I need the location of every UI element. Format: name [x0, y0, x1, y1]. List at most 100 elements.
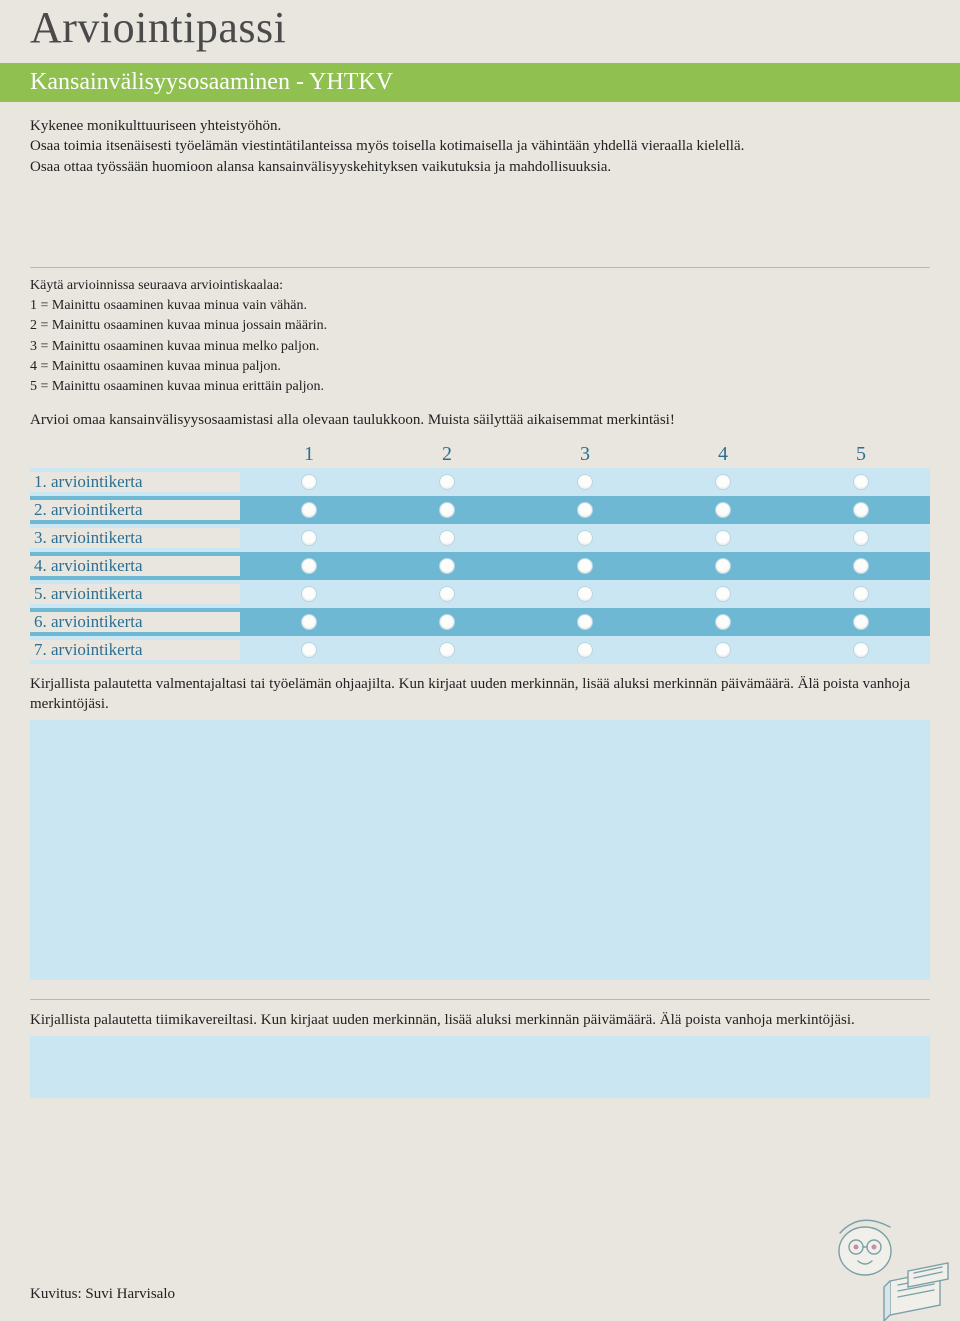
table-row: 6. arviointikerta: [30, 608, 930, 636]
rating-header-cell: 3: [516, 443, 654, 466]
table-row: 1. arviointikerta: [30, 468, 930, 496]
rating-radio[interactable]: [577, 558, 593, 574]
rating-radio[interactable]: [853, 642, 869, 658]
rating-header-cell: 4: [654, 443, 792, 466]
rating-cell: [654, 558, 792, 574]
instruction-text: Arvioi omaa kansainvälisyysosaamistasi a…: [30, 412, 930, 429]
rating-cell: [516, 586, 654, 602]
row-label: 6. arviointikerta: [30, 612, 240, 632]
table-row: 7. arviointikerta: [30, 636, 930, 664]
rating-radio[interactable]: [301, 474, 317, 490]
rating-radio[interactable]: [439, 614, 455, 630]
rating-cell: [792, 474, 930, 490]
row-label: 7. arviointikerta: [30, 640, 240, 660]
rating-cell: [378, 502, 516, 518]
scale-intro: Käytä arvioinnissa seuraava arviointiska…: [30, 276, 930, 398]
rating-cell: [792, 586, 930, 602]
rating-radio[interactable]: [577, 642, 593, 658]
rating-radio[interactable]: [853, 558, 869, 574]
rating-cell: [792, 530, 930, 546]
rating-radio[interactable]: [853, 586, 869, 602]
rating-radio[interactable]: [301, 642, 317, 658]
feedback-label: Kirjallista palautetta tiimikavereiltasi…: [30, 1010, 930, 1030]
illustration-credit: Kuvitus: Suvi Harvisalo: [30, 1286, 175, 1303]
rating-radio[interactable]: [577, 586, 593, 602]
rating-radio[interactable]: [301, 502, 317, 518]
rating-cell: [516, 502, 654, 518]
rating-radio[interactable]: [853, 502, 869, 518]
rating-radio[interactable]: [715, 530, 731, 546]
rating-cell: [792, 614, 930, 630]
rating-radio[interactable]: [439, 642, 455, 658]
feedback-textarea-coach[interactable]: [30, 720, 930, 980]
rating-radio[interactable]: [853, 474, 869, 490]
section-header-bar: Kansainvälisyysosaaminen - YHTKV: [0, 63, 960, 102]
rating-radio[interactable]: [715, 614, 731, 630]
rating-cell: [240, 586, 378, 602]
rating-cell: [654, 502, 792, 518]
rating-cell: [792, 502, 930, 518]
rating-radio[interactable]: [715, 474, 731, 490]
rating-radio[interactable]: [439, 586, 455, 602]
rating-radio[interactable]: [715, 642, 731, 658]
rating-radio[interactable]: [301, 614, 317, 630]
rating-cell: [240, 614, 378, 630]
row-label: 5. arviointikerta: [30, 584, 240, 604]
rating-radio[interactable]: [853, 614, 869, 630]
divider: [30, 999, 930, 1000]
rating-radio[interactable]: [577, 474, 593, 490]
rating-radio[interactable]: [853, 530, 869, 546]
content-area: Kykenee monikulttuuriseen yhteistyöhön.O…: [0, 116, 960, 1103]
intro-text: Kykenee monikulttuuriseen yhteistyöhön.O…: [30, 116, 930, 177]
rating-cell: [378, 558, 516, 574]
rating-cell: [654, 642, 792, 658]
rating-cell: [654, 530, 792, 546]
rating-radio[interactable]: [715, 586, 731, 602]
rating-radio[interactable]: [439, 502, 455, 518]
table-row: 2. arviointikerta: [30, 496, 930, 524]
rating-radio[interactable]: [577, 614, 593, 630]
feedback-block-2: Kirjallista palautetta tiimikavereiltasi…: [30, 1010, 930, 1103]
rating-cell: [516, 530, 654, 546]
rating-radio[interactable]: [439, 474, 455, 490]
rating-radio[interactable]: [577, 502, 593, 518]
rating-header-row: 12345: [30, 443, 930, 466]
rating-cell: [378, 530, 516, 546]
rating-cell: [516, 642, 654, 658]
rating-cell: [240, 474, 378, 490]
rating-header-cell: 5: [792, 443, 930, 466]
rating-cell: [654, 614, 792, 630]
feedback-block-1: Kirjallista palautetta valmentajaltasi t…: [30, 674, 930, 986]
rating-radio[interactable]: [301, 530, 317, 546]
rating-cell: [378, 614, 516, 630]
divider: [30, 267, 930, 268]
row-label: 1. arviointikerta: [30, 472, 240, 492]
rating-radio[interactable]: [439, 530, 455, 546]
rating-cell: [654, 474, 792, 490]
rating-header-cell: 1: [240, 443, 378, 466]
rating-cell: [240, 530, 378, 546]
decorative-sketch-icon: [780, 1181, 960, 1321]
rating-radio[interactable]: [715, 502, 731, 518]
rating-radio[interactable]: [577, 530, 593, 546]
rating-cell: [240, 502, 378, 518]
rating-cell: [654, 586, 792, 602]
rating-cell: [516, 614, 654, 630]
table-row: 3. arviointikerta: [30, 524, 930, 552]
rating-cell: [378, 586, 516, 602]
rating-radio[interactable]: [301, 558, 317, 574]
rating-cell: [378, 642, 516, 658]
rating-cell: [378, 474, 516, 490]
feedback-textarea-team[interactable]: [30, 1036, 930, 1098]
rating-radio[interactable]: [715, 558, 731, 574]
row-label: 4. arviointikerta: [30, 556, 240, 576]
row-label: 2. arviointikerta: [30, 500, 240, 520]
rating-cell: [516, 558, 654, 574]
feedback-label: Kirjallista palautetta valmentajaltasi t…: [30, 674, 930, 715]
rating-cell: [792, 558, 930, 574]
rating-radio[interactable]: [301, 586, 317, 602]
table-row: 4. arviointikerta: [30, 552, 930, 580]
rating-radio[interactable]: [439, 558, 455, 574]
rating-cell: [516, 474, 654, 490]
page-title: Arviointipassi: [0, 0, 960, 63]
